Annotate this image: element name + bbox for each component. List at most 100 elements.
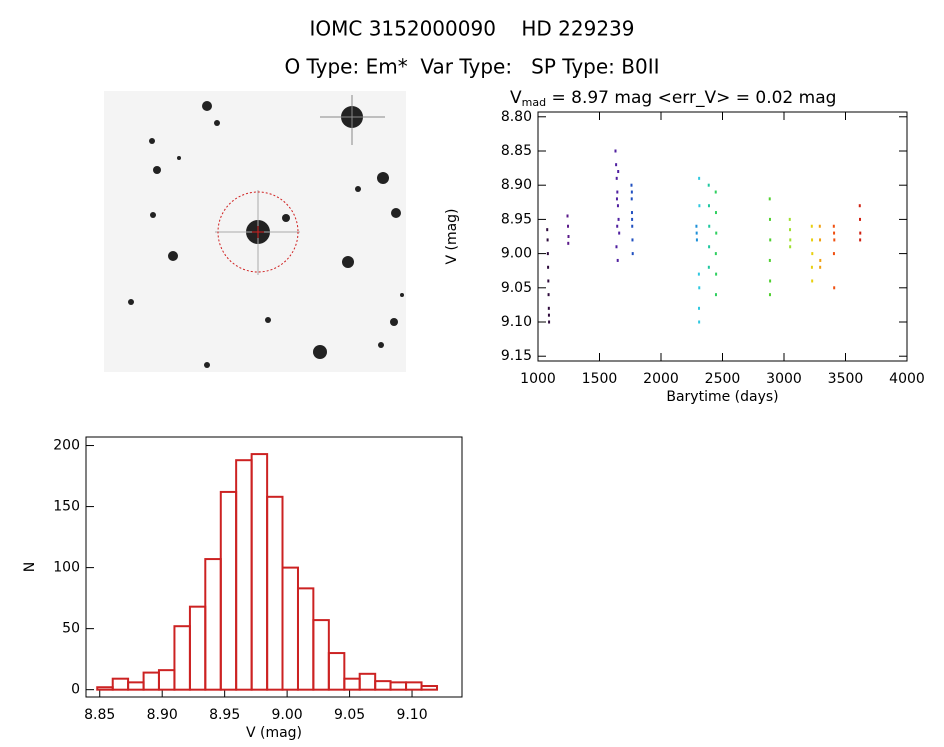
- point: [811, 252, 814, 256]
- y-tick-label: 9.15: [501, 348, 532, 364]
- point: [547, 306, 550, 310]
- point: [616, 204, 619, 208]
- star: [282, 214, 290, 222]
- point: [566, 214, 569, 218]
- y-tick-label: 9.10: [501, 314, 532, 330]
- sky-image: [104, 91, 406, 372]
- point: [618, 231, 621, 235]
- point: [811, 279, 814, 283]
- x-tick-label: 3000: [766, 371, 802, 387]
- point: [695, 231, 698, 235]
- point: [859, 231, 862, 235]
- point: [630, 197, 633, 201]
- point: [789, 238, 792, 242]
- y-tick-label: 100: [53, 560, 80, 576]
- point: [615, 163, 618, 167]
- star: [377, 172, 389, 184]
- point: [630, 211, 633, 215]
- point: [546, 252, 549, 256]
- point: [714, 293, 717, 297]
- y-tick-label: 0: [71, 682, 80, 698]
- point: [616, 190, 619, 194]
- point: [714, 211, 717, 215]
- point: [617, 170, 620, 174]
- point: [769, 238, 772, 242]
- point: [614, 149, 617, 153]
- x-tick-label: 2000: [643, 371, 679, 387]
- point: [695, 238, 698, 242]
- y-axis-label: N: [22, 562, 38, 572]
- figure-subtitle: O Type: Em* Var Type: SP Type: B0II: [284, 55, 659, 79]
- star: [390, 318, 398, 326]
- point: [810, 224, 813, 228]
- point: [698, 176, 701, 180]
- bar: [327, 652, 346, 691]
- point: [698, 306, 701, 310]
- point: [546, 238, 549, 242]
- title-main: V: [510, 88, 522, 108]
- y-tick-label: 8.80: [501, 109, 532, 125]
- x-tick-label: 8.90: [147, 707, 178, 723]
- point: [714, 190, 717, 194]
- star: [400, 293, 404, 297]
- point: [715, 272, 718, 276]
- point: [819, 238, 822, 242]
- point: [707, 265, 710, 269]
- point: [697, 272, 700, 276]
- point: [768, 197, 771, 201]
- point: [695, 224, 698, 228]
- star: [202, 101, 212, 111]
- y-tick-label: 200: [53, 438, 80, 454]
- point: [631, 238, 634, 242]
- point: [832, 224, 835, 228]
- point: [715, 231, 718, 235]
- point: [547, 279, 550, 283]
- point: [630, 190, 633, 194]
- point: [567, 241, 570, 245]
- y-tick-label: 8.90: [501, 177, 532, 193]
- x-tick-label: 8.85: [84, 707, 115, 723]
- title-rest: = 8.97 mag <err_V> = 0.02 mag: [546, 88, 836, 108]
- y-tick-label: 50: [62, 621, 80, 637]
- point: [698, 320, 701, 324]
- point: [547, 293, 550, 297]
- y-tick-label: 8.95: [501, 211, 532, 227]
- star: [168, 251, 178, 261]
- point: [832, 252, 835, 256]
- point: [615, 197, 618, 201]
- point: [788, 217, 791, 221]
- y-tick-label: 150: [53, 499, 80, 515]
- point: [707, 204, 710, 208]
- chart-title: Vmad = 8.97 mag <err_V> = 0.02 mag: [510, 88, 836, 109]
- point: [833, 231, 836, 235]
- point: [833, 238, 836, 242]
- x-tick-label: 2500: [705, 371, 741, 387]
- point: [616, 224, 619, 228]
- point: [819, 258, 822, 262]
- point: [617, 217, 620, 221]
- bar: [420, 685, 439, 691]
- aperture: [217, 191, 299, 273]
- x-axis-label: Barytime (days): [666, 389, 778, 405]
- point: [615, 245, 618, 249]
- point: [859, 217, 862, 221]
- point: [768, 217, 771, 221]
- point: [858, 204, 861, 208]
- point: [789, 228, 792, 232]
- point: [547, 313, 550, 317]
- star: [355, 186, 361, 192]
- point: [768, 258, 771, 262]
- point: [631, 252, 634, 256]
- point: [769, 279, 772, 283]
- point: [567, 224, 570, 228]
- star: [214, 120, 220, 126]
- y-tick-label: 8.85: [501, 143, 532, 159]
- x-tick-label: 4000: [889, 371, 925, 387]
- point: [615, 176, 618, 180]
- point: [714, 252, 717, 256]
- point: [811, 238, 814, 242]
- star: [149, 138, 155, 144]
- figure-title: IOMC 3152000090 HD 229239: [309, 17, 634, 41]
- point: [859, 238, 862, 242]
